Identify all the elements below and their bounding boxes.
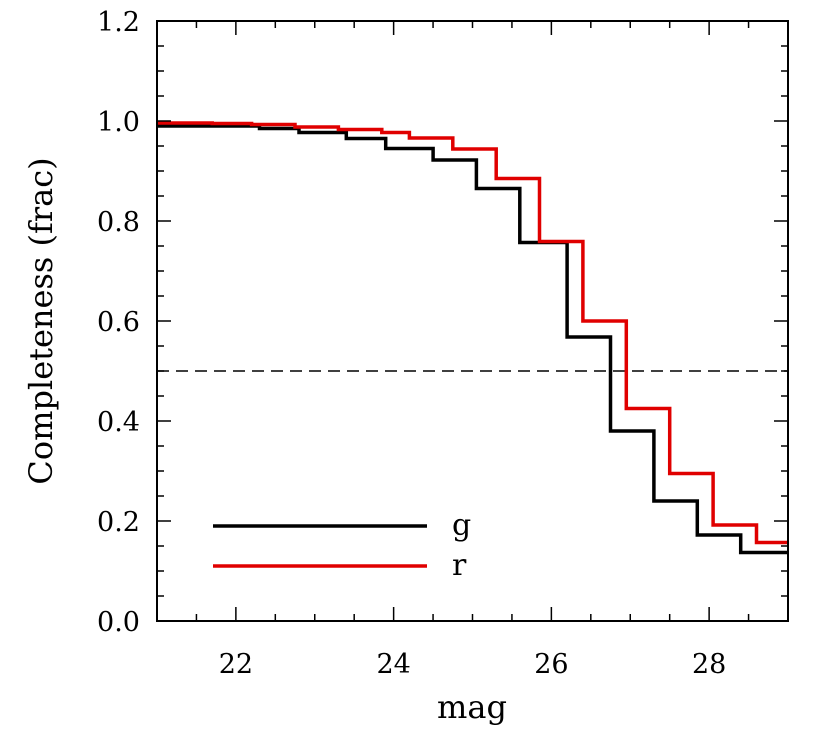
y-tick-label: 0.2 [97,507,140,538]
x-tick-label: 24 [376,649,410,680]
y-axis-label: Completeness (frac) [22,157,60,484]
legend-label-r: r [452,548,467,583]
x-tick-label: 22 [219,649,253,680]
axis-ticks [157,21,788,621]
y-tick-label: 1.0 [97,107,140,138]
x-axis-label: mag [437,688,507,726]
x-tick-label: 28 [692,649,726,680]
y-tick-label: 0.8 [97,207,140,238]
y-tick-label: 1.2 [97,7,140,38]
series-g-line [157,124,788,555]
plot-frame [156,20,789,622]
legend-label-g: g [452,508,471,543]
y-tick-label: 0.4 [97,407,140,438]
y-tick-label: 0.0 [97,607,140,638]
plot-area [157,121,788,555]
y-tick-label: 0.6 [97,307,140,338]
tick-labels: 22 24 26 28 0.0 0.2 0.4 0.6 0.8 1.0 1.2 [97,7,726,680]
legend: gr [213,508,471,583]
series-r-line [157,121,788,545]
x-tick-label: 26 [534,649,568,680]
